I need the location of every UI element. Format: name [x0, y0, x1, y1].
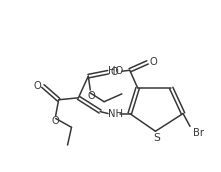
Text: O: O	[87, 91, 95, 101]
Text: Br: Br	[193, 128, 204, 138]
Text: O: O	[52, 116, 60, 126]
Text: S: S	[153, 133, 160, 143]
Text: O: O	[33, 81, 41, 91]
Text: HO: HO	[108, 66, 124, 76]
Text: O: O	[150, 57, 157, 67]
Text: NH: NH	[109, 109, 124, 119]
Text: O: O	[110, 67, 118, 77]
